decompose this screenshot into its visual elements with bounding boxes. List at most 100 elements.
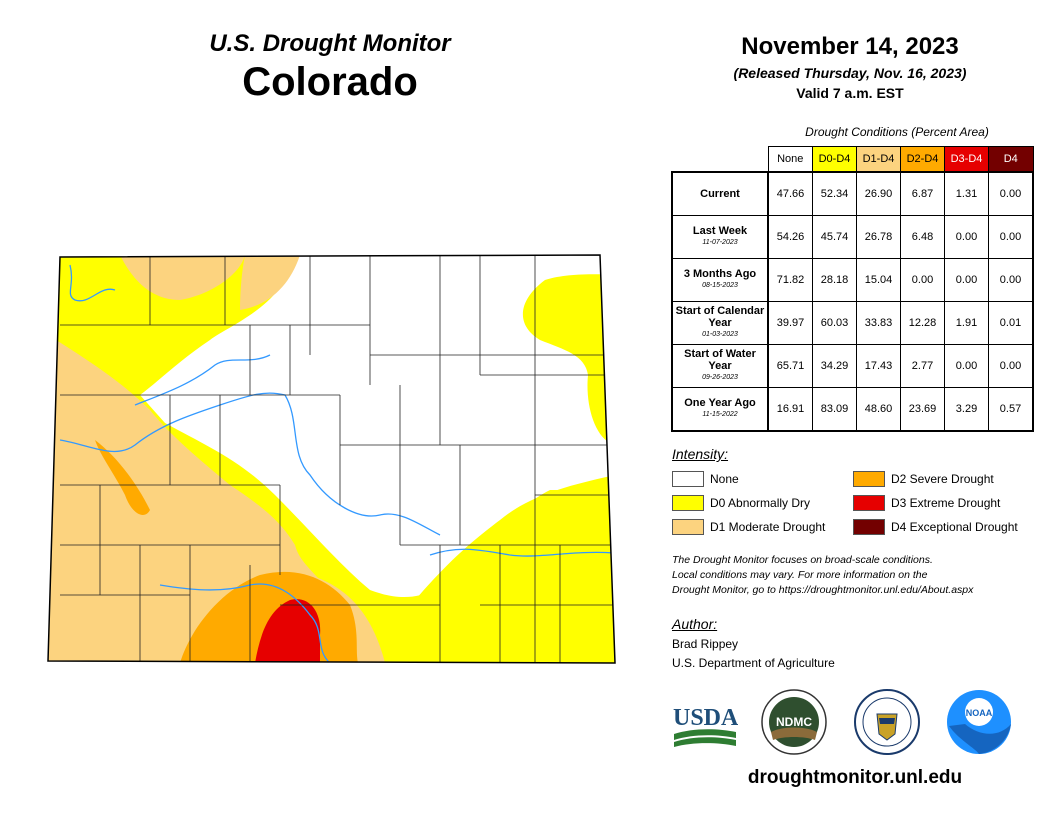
table-cell: 1.31 (944, 171, 989, 216)
table-cell: 0.00 (944, 258, 989, 302)
disclaimer-line-2: Local conditions may vary. For more info… (672, 569, 928, 581)
legend-swatch (672, 471, 704, 487)
legend-swatch (853, 495, 885, 511)
table-cell: 12.28 (900, 301, 945, 345)
d0-region-northeast (522, 274, 615, 445)
row-date: 11-07-2023 (702, 239, 738, 246)
river-yampa (69, 264, 116, 302)
table-cell: 2.77 (900, 344, 945, 388)
row-label-text: Start of Water Year (684, 348, 756, 372)
table-cell: 0.00 (900, 258, 945, 302)
table-cell: 83.09 (812, 387, 857, 432)
table-cell: 54.26 (767, 215, 813, 259)
drought-conditions-table: None D0-D4 D1-D4 D2-D4 D3-D4 D4 Current 47.66 5… (671, 146, 1034, 432)
row-label-text: One Year Ago (684, 397, 756, 409)
row-label: One Year Ago 11-15-2022 (671, 387, 769, 432)
table-cell: 0.00 (944, 215, 989, 259)
table-cell: 23.69 (900, 387, 945, 432)
disclaimer-line-1: The Drought Monitor focuses on broad-sca… (672, 554, 933, 566)
legend-label: D0 Abnormally Dry (710, 496, 811, 510)
table-row: Start of Water Year 09-26-2023 65.71 34.29 1… (671, 344, 1034, 388)
noaa-logo: NOAA (947, 690, 1011, 754)
row-date: 08-15-2023 (702, 282, 738, 289)
column-header: None (767, 146, 813, 173)
legend-swatch (853, 519, 885, 535)
table-cell: 34.29 (812, 344, 857, 388)
disclaimer-line-3: Drought Monitor, go to https://droughtmo… (672, 584, 974, 596)
row-date: 09-26-2023 (702, 374, 738, 381)
county-lines (60, 255, 615, 663)
usda-logo-text: USDA (673, 705, 738, 731)
legend-item: D0 Abnormally Dry (672, 495, 810, 511)
website-url[interactable]: droughtmonitor.unl.edu (747, 767, 963, 788)
legend-swatch (672, 495, 704, 511)
noaa-logo-text: NOAA (966, 708, 993, 718)
legend-item: D1 Moderate Drought (672, 519, 825, 535)
table-cell: 0.01 (988, 301, 1034, 345)
table-corner (672, 147, 768, 173)
table-cell: 0.57 (988, 387, 1034, 432)
table-cell: 33.83 (856, 301, 901, 345)
table-row: Current 47.66 52.34 26.90 6.87 1.31 0.00 (671, 171, 1034, 216)
legend-label: D3 Extreme Drought (891, 496, 1001, 510)
d1-region-north-central (240, 255, 300, 310)
ndmc-logo-text: NDMC (776, 715, 812, 729)
table-cell: 52.34 (812, 171, 857, 216)
doc-seal-logo (854, 689, 920, 755)
author-name: Brad Rippey (672, 637, 739, 651)
river-rio-grande (159, 583, 331, 663)
state-title: Colorado (242, 60, 418, 104)
legend-label: D4 Exceptional Drought (891, 520, 1018, 534)
row-label: Start of Water Year 09-26-2023 (671, 344, 769, 388)
row-label-text: Last Week (692, 225, 748, 237)
table-cell: 15.04 (856, 258, 901, 302)
table-cell: 28.18 (812, 258, 857, 302)
table-cell: 26.78 (856, 215, 901, 259)
usda-logo: USDA (673, 705, 738, 747)
river-platte (429, 548, 615, 557)
table-cell: 16.91 (767, 387, 813, 432)
row-label: Current (671, 171, 769, 216)
table-cell: 0.00 (988, 344, 1034, 388)
row-label-text: Current (700, 188, 740, 200)
column-header: D3-D4 (944, 146, 989, 173)
row-label: Start of Calendar Year 01-03-2023 (671, 301, 769, 345)
valid-time: Valid 7 a.m. EST (796, 85, 904, 101)
table-cell: 48.60 (856, 387, 901, 432)
table-row: Last Week 11-07-2023 54.26 45.74 26.78 6.48 0.… (671, 215, 1034, 259)
state-border (47, 254, 616, 664)
column-header: D0-D4 (812, 146, 857, 173)
author-org: U.S. Department of Agriculture (672, 656, 835, 670)
disclaimer: The Drought Monitor focuses on broad-sca… (672, 553, 1042, 598)
column-header: D1-D4 (856, 146, 901, 173)
table-cell: 3.29 (944, 387, 989, 432)
table-row: 3 Months Ago 08-15-2023 71.82 28.18 15.04 0.0… (671, 258, 1034, 302)
table-cell: 47.66 (767, 171, 813, 216)
legend-label: None (710, 472, 739, 486)
table-cell: 65.71 (767, 344, 813, 388)
date-header: November 14, 2023 (Released Thursday, No… (690, 33, 1010, 101)
drought-map (47, 254, 616, 664)
table-cell: 26.90 (856, 171, 901, 216)
row-label-text: 3 Months Ago (683, 268, 757, 280)
legend-item: None (672, 471, 739, 487)
table-row: Start of Calendar Year 01-03-2023 39.97 60.… (671, 301, 1034, 345)
legend-swatch (672, 519, 704, 535)
table-caption: Drought Conditions (Percent Area) (805, 125, 989, 139)
column-header: D2-D4 (900, 146, 945, 173)
table-row: One Year Ago 11-15-2022 16.91 83.09 48.60 23.… (671, 387, 1034, 432)
table-cell: 0.00 (988, 171, 1034, 216)
ndmc-logo: NDMC (761, 689, 827, 755)
d2-region-west-strip (95, 440, 150, 515)
author-title: Author: (672, 616, 718, 632)
d1-region-north (120, 255, 245, 300)
column-header: D4 (988, 146, 1034, 173)
row-date: 01-03-2023 (702, 331, 738, 338)
release-date: (Released Thursday, Nov. 16, 2023) (733, 65, 967, 81)
map-date: November 14, 2023 (741, 33, 959, 60)
table-cell: 6.87 (900, 171, 945, 216)
map-subtitle: U.S. Drought Monitor (209, 30, 451, 57)
table-cell: 0.00 (988, 215, 1034, 259)
legend-label: D1 Moderate Drought (710, 520, 826, 534)
legend-label: D2 Severe Drought (891, 472, 994, 486)
